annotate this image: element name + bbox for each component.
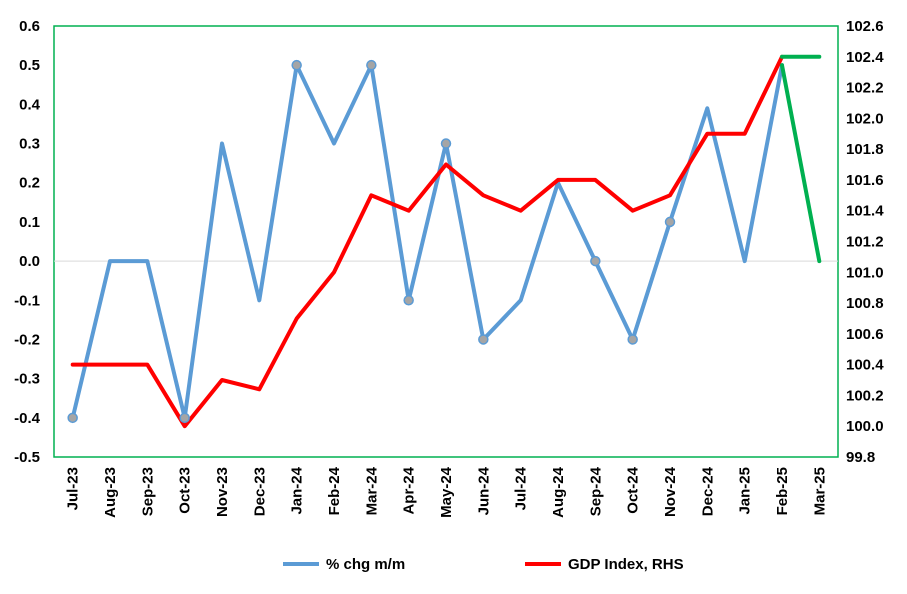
x-tick-label: May-24 xyxy=(438,466,455,518)
x-tick-label: Oct-23 xyxy=(177,467,194,514)
left-tick-label: 0.5 xyxy=(19,57,40,74)
x-tick-label: Dec-23 xyxy=(251,467,268,516)
right-tick-label: 100.4 xyxy=(846,357,884,374)
series-line-0 xyxy=(70,63,784,420)
x-tick-label: Jan-24 xyxy=(289,466,306,514)
right-y-axis: 99.8 100.0 100.2 100.4 100.6 100.8 101.0 101.2 1… xyxy=(846,18,884,466)
x-tick-label: Mar-25 xyxy=(811,467,828,515)
data-point xyxy=(478,334,489,345)
x-tick-label: Jul-24 xyxy=(513,466,530,510)
x-tick-label: Feb-24 xyxy=(326,466,343,515)
left-tick-label: 0.0 xyxy=(19,253,40,270)
series-layer xyxy=(67,54,822,429)
legend-label-gdp-index: GDP Index, RHS xyxy=(568,556,684,573)
x-tick-label: Jun-24 xyxy=(475,466,492,515)
x-tick-label: Jan-25 xyxy=(737,467,754,515)
left-tick-label: 0.6 xyxy=(19,18,40,35)
right-tick-label: 101.6 xyxy=(846,172,884,189)
legend-label-pct-chg: % chg m/m xyxy=(326,556,405,573)
data-point xyxy=(440,138,452,149)
right-tick-label: 101.2 xyxy=(846,234,884,251)
left-tick-label: -0.5 xyxy=(14,449,40,466)
right-tick-label: 102.4 xyxy=(846,49,884,66)
x-tick-label: Nov-24 xyxy=(662,466,679,517)
x-tick-label: Nov-23 xyxy=(214,467,231,517)
series-line-1 xyxy=(70,54,784,429)
left-tick-label: -0.4 xyxy=(14,410,41,427)
x-tick-label: Feb-25 xyxy=(774,467,791,515)
x-tick-label: Sep-23 xyxy=(139,467,156,516)
left-tick-label: -0.1 xyxy=(14,292,40,309)
x-tick-label: Sep-24 xyxy=(587,466,604,516)
x-tick-label: Jul-23 xyxy=(65,467,82,510)
left-y-axis: -0.5 -0.4 -0.3 -0.2 -0.1 0.0 0.1 0.2 0.3 0.4 0.5 0.… xyxy=(14,18,41,466)
data-point xyxy=(67,412,78,424)
series-line-2 xyxy=(780,63,822,264)
x-axis: Jul-23 Aug-23 Sep-23 Oct-23 Nov-23 Dec-23 Jan-… xyxy=(65,466,829,518)
right-tick-label: 99.8 xyxy=(846,449,875,466)
right-tick-label: 101.4 xyxy=(846,203,884,220)
x-tick-label: Aug-23 xyxy=(102,467,119,518)
x-tick-label: Mar-24 xyxy=(363,466,380,515)
plot-area xyxy=(53,25,839,458)
right-tick-label: 101.0 xyxy=(846,264,884,281)
right-tick-label: 100.6 xyxy=(846,326,884,343)
right-tick-label: 101.8 xyxy=(846,141,884,158)
right-tick-label: 100.2 xyxy=(846,387,884,404)
data-point xyxy=(403,295,414,306)
right-tick-label: 102.6 xyxy=(846,18,884,35)
legend: % chg m/m GDP Index, RHS xyxy=(283,556,684,573)
data-point xyxy=(366,59,377,71)
x-tick-label: Dec-24 xyxy=(699,466,716,516)
data-point xyxy=(664,216,676,228)
data-point xyxy=(179,412,190,424)
right-tick-label: 100.8 xyxy=(846,295,884,312)
left-tick-label: -0.2 xyxy=(14,331,40,348)
right-tick-label: 100.0 xyxy=(846,418,884,435)
left-tick-label: 0.2 xyxy=(19,175,40,192)
x-tick-label: Aug-24 xyxy=(550,466,567,517)
x-tick-label: Apr-24 xyxy=(401,466,418,514)
left-tick-label: -0.3 xyxy=(14,371,40,388)
data-point xyxy=(291,59,302,71)
data-point xyxy=(590,255,601,267)
right-tick-label: 102.0 xyxy=(846,110,884,127)
data-point xyxy=(627,334,638,345)
left-tick-label: 0.1 xyxy=(19,214,40,231)
x-tick-label: Oct-24 xyxy=(625,466,642,513)
left-tick-label: 0.4 xyxy=(19,96,41,113)
right-tick-label: 102.2 xyxy=(846,80,884,97)
left-tick-label: 0.3 xyxy=(19,136,40,153)
